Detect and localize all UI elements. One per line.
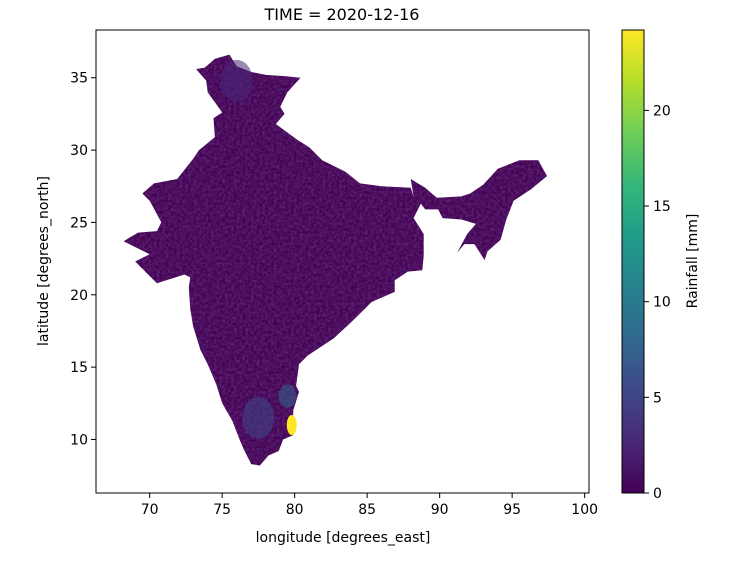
y-axis: 10 15 20 25 30 35 <box>70 71 96 448</box>
x-tick-label: 100 <box>571 502 598 518</box>
y-tick-label: 30 <box>70 143 88 159</box>
x-axis-label: longitude [degrees_east] <box>256 530 431 546</box>
x-tick-label: 95 <box>503 502 521 518</box>
colorbar-tick-label: 5 <box>653 390 662 406</box>
colorbar-gradient <box>621 29 645 494</box>
x-tick-label: 80 <box>286 502 304 518</box>
chart-title: TIME = 2020-12-16 <box>264 5 420 24</box>
y-axis-label: latitude [degrees_north] <box>36 176 52 346</box>
y-tick-label: 20 <box>70 288 88 304</box>
colorbar-label: Rainfall [mm] <box>685 214 701 309</box>
y-tick-label: 10 <box>70 432 88 448</box>
colorbar-tick-label: 15 <box>653 199 671 215</box>
x-tick-label: 85 <box>358 502 376 518</box>
x-tick-label: 70 <box>141 502 159 518</box>
rainfall-cell-1 <box>242 396 275 439</box>
map-layer <box>123 54 547 466</box>
y-tick-label: 35 <box>70 71 88 87</box>
x-tick-label: 90 <box>431 502 449 518</box>
colorbar-tick-label: 20 <box>653 103 671 119</box>
colorbar-tick-label: 0 <box>653 486 662 502</box>
rainfall-cell-2 <box>278 384 297 408</box>
rainfall-cell-0 <box>220 59 253 102</box>
colorbar: 0 5 10 15 20 <box>621 29 671 502</box>
rainfall-texture <box>123 54 547 466</box>
plot-frame <box>95 29 590 494</box>
y-tick-label: 15 <box>70 360 88 376</box>
rainfall-cell-3 <box>286 414 297 435</box>
x-axis: 70 75 80 85 90 95 100 <box>141 493 598 518</box>
x-tick-label: 75 <box>213 502 231 518</box>
colorbar-tick-label: 10 <box>653 295 671 311</box>
y-tick-label: 25 <box>70 215 88 231</box>
